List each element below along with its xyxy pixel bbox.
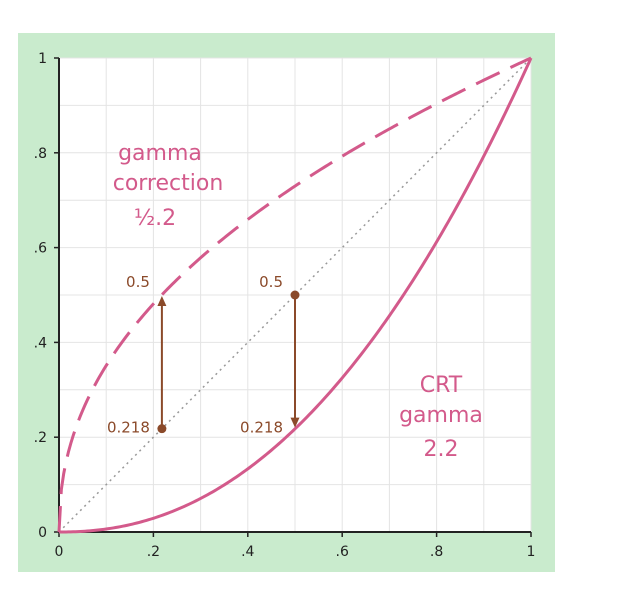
- arrow-head: [157, 296, 167, 306]
- x-tick-label: 0: [55, 544, 64, 560]
- point-label: 0.218: [107, 419, 150, 437]
- point-label: 0.5: [259, 273, 283, 291]
- annotation-crt-line-1: CRT: [420, 373, 463, 398]
- y-tick-label: 0: [38, 525, 47, 541]
- point-label: 0.5: [126, 273, 150, 291]
- annotation-gamma-correction-line-1: gamma: [118, 141, 202, 166]
- y-tick-label: .8: [34, 146, 47, 162]
- x-tick-label: .6: [336, 544, 349, 560]
- annotation-crt-line-3: 2.2: [424, 437, 459, 462]
- y-tick-label: .4: [34, 335, 47, 351]
- y-tick-label: 1: [38, 51, 47, 67]
- annotation-gamma-correction-line-2: correction: [113, 171, 224, 196]
- series-line-dashed: [57, 56, 532, 533]
- series-line-solid: [59, 57, 533, 534]
- arrow-head: [290, 417, 300, 428]
- x-tick-label: 1: [527, 544, 536, 560]
- data-point: [157, 424, 167, 434]
- points-group: 0.218 0.5 0.5 0.218: [107, 273, 300, 437]
- axes: 0 .2 .4 .6 .8 1 0 .2 .4 .6 .8 1: [34, 51, 536, 560]
- arrows-group: [157, 295, 300, 429]
- y-tick-label: .6: [34, 241, 47, 257]
- x-tick-label: .8: [430, 544, 443, 560]
- series-group: [57, 56, 533, 534]
- y-tick-label: .2: [34, 430, 47, 446]
- point-label: 0.218: [240, 419, 283, 437]
- x-tick-label: .4: [241, 544, 254, 560]
- annotation-gamma-correction-line-3: ½.2: [134, 206, 176, 231]
- data-point: [290, 290, 300, 300]
- x-tick-label: .2: [147, 544, 160, 560]
- annotation-crt-line-2: gamma: [399, 403, 483, 428]
